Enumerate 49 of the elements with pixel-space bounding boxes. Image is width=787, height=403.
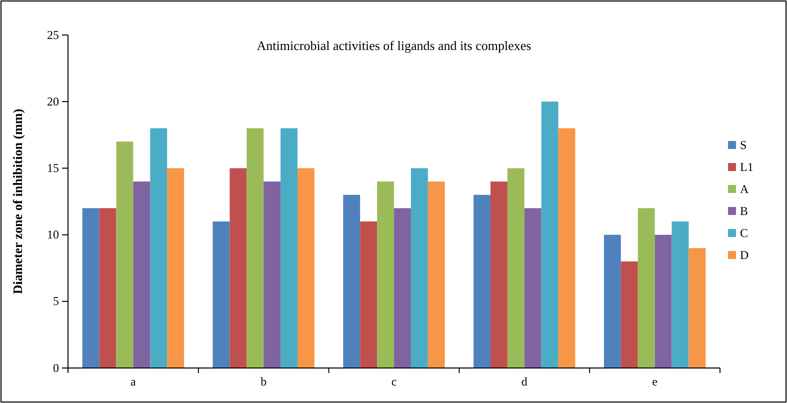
bar bbox=[672, 221, 689, 368]
y-tick-label: 20 bbox=[47, 94, 59, 108]
legend-label: A bbox=[740, 182, 749, 196]
legend-label: C bbox=[740, 226, 748, 240]
x-tick-label: e bbox=[652, 374, 658, 388]
bar bbox=[246, 128, 264, 368]
legend-label: B bbox=[740, 204, 748, 218]
bar bbox=[507, 168, 524, 368]
bar bbox=[410, 168, 428, 368]
legend-label: L1 bbox=[740, 160, 754, 174]
bar bbox=[474, 194, 490, 368]
y-tick-label: 15 bbox=[47, 161, 59, 176]
bar bbox=[99, 208, 116, 368]
x-tick-label: c bbox=[391, 374, 397, 388]
legend-label: S bbox=[740, 138, 747, 152]
bar bbox=[638, 208, 655, 368]
bar bbox=[167, 168, 184, 368]
bar bbox=[377, 182, 394, 368]
bar bbox=[558, 128, 576, 368]
bar bbox=[298, 168, 314, 368]
bar bbox=[212, 221, 230, 368]
bar bbox=[343, 194, 360, 368]
bar bbox=[150, 128, 168, 368]
bar bbox=[280, 128, 298, 368]
y-axis-title: Diameter zone of inhibition (mm) bbox=[10, 108, 25, 294]
bar bbox=[524, 208, 542, 368]
bar bbox=[360, 221, 378, 368]
bar bbox=[82, 208, 100, 368]
bar bbox=[116, 142, 134, 368]
bar bbox=[428, 182, 445, 368]
y-tick-label: 0 bbox=[53, 360, 59, 375]
bar bbox=[541, 102, 558, 368]
y-tick-label: 10 bbox=[47, 228, 59, 242]
legend-label: D bbox=[740, 248, 749, 262]
x-tick-label: d bbox=[521, 374, 528, 388]
bar bbox=[264, 182, 281, 368]
bar bbox=[490, 182, 508, 368]
bar bbox=[133, 182, 150, 368]
bar bbox=[604, 234, 621, 368]
y-tick-label: 5 bbox=[53, 294, 59, 308]
bar bbox=[654, 234, 672, 368]
bar bbox=[688, 248, 706, 368]
y-tick-label: 25 bbox=[47, 28, 59, 42]
bar bbox=[394, 208, 411, 368]
x-tick-label: b bbox=[260, 374, 267, 388]
bar bbox=[230, 168, 247, 368]
bar bbox=[620, 261, 638, 368]
x-tick-label: a bbox=[130, 374, 137, 388]
chart-title: Antimicrobial activities of ligands and its complexes bbox=[256, 38, 532, 53]
